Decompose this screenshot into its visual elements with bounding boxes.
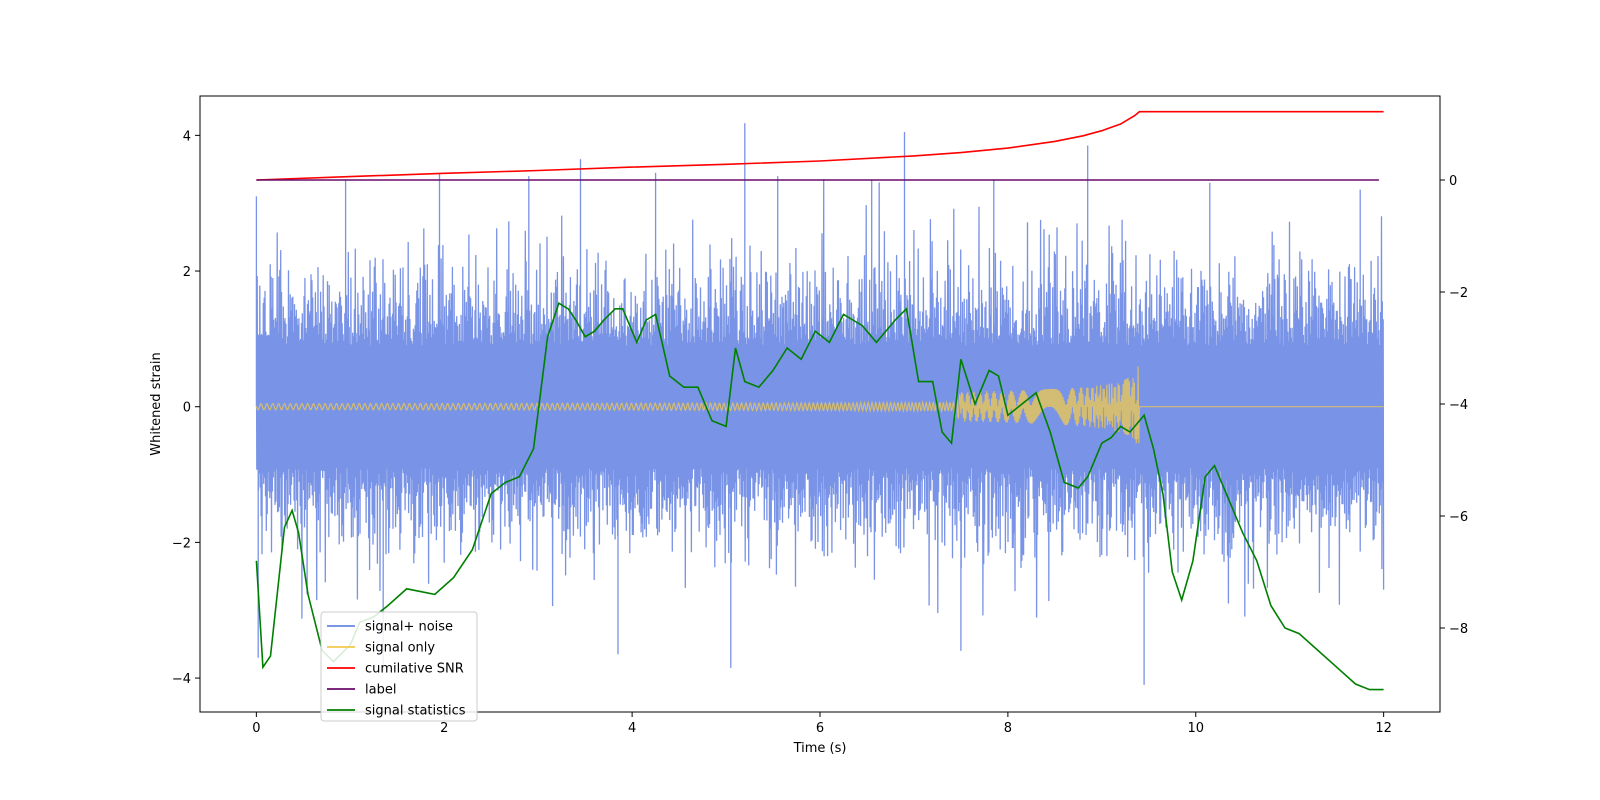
series-line-cumilative-snr (256, 110, 1384, 181)
y-tick-label: −4 (172, 672, 191, 687)
legend-label-cumilative-snr: cumilative SNR (365, 662, 464, 677)
x-tick-label: 6 (816, 721, 824, 736)
y-tick-label: 0 (183, 401, 191, 416)
y2-tick-label: −6 (1449, 510, 1468, 525)
legend-label-label: label (365, 683, 396, 698)
legend-box (320, 611, 478, 722)
series-line-signal-only (255, 366, 1384, 444)
plot-layer (255, 110, 1385, 691)
y2-tick-label: −2 (1449, 286, 1468, 301)
y-tick-label: 2 (183, 265, 191, 280)
x-tick-label: 4 (628, 721, 636, 736)
y2-tick-label: −8 (1449, 622, 1468, 637)
series-line-signal-statistics (255, 302, 1384, 691)
legend: signal+ noise signal only cumilative SNR la… (320, 611, 478, 722)
x-tick-label: 8 (1004, 721, 1012, 736)
y-tick-label: 4 (183, 129, 191, 144)
legend-label-signal-only: signal only (365, 641, 435, 656)
x-tick-label: 12 (1375, 721, 1392, 736)
legend-items: signal+ noise signal only cumilative SNR la… (327, 620, 466, 719)
x-tick-label: 2 (440, 721, 448, 736)
legend-label-signal-statistics: signal statistics (365, 704, 466, 719)
y-tick-label: −2 (172, 536, 191, 551)
x-tick-label: 10 (1187, 721, 1204, 736)
y2-tick-label: 0 (1449, 174, 1457, 189)
series-line-signal-noise (255, 123, 1385, 685)
y-axis-label: Whitened strain (149, 352, 164, 455)
x-axis-label: Time (s) (793, 741, 847, 756)
legend-label-signal-noise: signal+ noise (365, 620, 453, 635)
x-tick-label: 0 (252, 721, 260, 736)
y2-tick-label: −4 (1449, 398, 1468, 413)
axes-layer: 0 2 4 6 8 10 12 −4 −2 0 2 4 −8 −6 −4 −2 0 (172, 129, 1468, 736)
